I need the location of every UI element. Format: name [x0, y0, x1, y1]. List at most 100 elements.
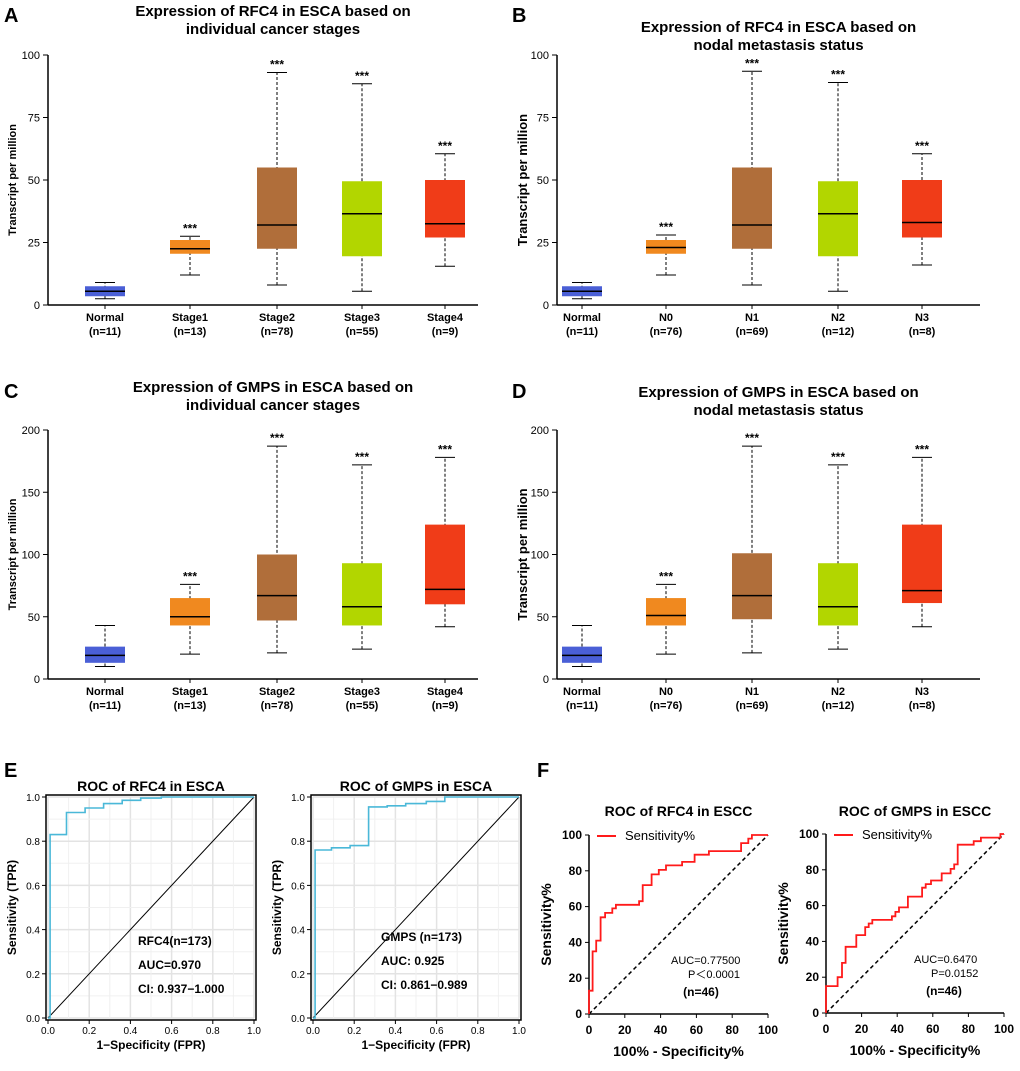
x-tick-label: 100 [994, 1022, 1014, 1036]
y-tick-label: 20 [569, 971, 583, 985]
panel-label: B [512, 5, 526, 27]
box-N2 [818, 181, 858, 257]
chart-title: individual cancer stages [186, 397, 360, 414]
y-axis-label: Transcript per million [515, 114, 530, 246]
plot-frame [45, 794, 257, 1021]
roc-curve [313, 796, 519, 1019]
sample-count: (n=11) [566, 700, 598, 712]
n-annotation: (n=46) [683, 985, 719, 999]
roc-annotation: RFC4(n=173) [138, 934, 212, 948]
x-tick-label: 0.4 [388, 1026, 402, 1037]
x-tick-label: 0.4 [123, 1026, 137, 1037]
y-tick-label: 50 [28, 175, 40, 187]
x-tick-label: N3 [915, 312, 929, 324]
box-N1 [732, 553, 772, 620]
x-tick-label: Stage4 [427, 312, 464, 324]
box-Stage4 [425, 524, 465, 605]
sample-count: (n=55) [346, 326, 379, 338]
x-tick-label: Stage2 [259, 312, 295, 324]
chart-title: ROC of GMPS in ESCA [340, 778, 492, 794]
x-tick-label: 0 [586, 1023, 593, 1037]
x-tick-label: 60 [926, 1022, 940, 1036]
y-axis-label: Transcript per million [515, 488, 530, 620]
sample-count: (n=69) [736, 700, 769, 712]
x-axis-label: 100% - Specificity% [613, 1043, 744, 1059]
y-tick-label: 0 [812, 1006, 819, 1020]
chart-title: ROC of RFC4 in ESCA [77, 778, 225, 794]
sample-count: (n=9) [432, 700, 459, 712]
x-tick-label: 60 [690, 1023, 704, 1037]
x-tick-label: Stage2 [259, 686, 295, 698]
y-tick-label: 0.6 [26, 881, 40, 892]
x-tick-label: Normal [86, 312, 124, 324]
auc-annotation: AUC=0.77500 [671, 955, 740, 967]
box-Stage2 [257, 554, 297, 621]
y-tick-label: 0.8 [291, 837, 305, 848]
reference-diagonal [312, 796, 520, 1019]
sample-count: (n=55) [346, 700, 379, 712]
significance-stars: *** [659, 569, 673, 583]
chart-title: nodal metastasis status [693, 37, 863, 54]
chart-title: Expression of RFC4 in ESCA based on [135, 3, 410, 20]
sample-count: (n=8) [909, 326, 936, 338]
significance-stars: *** [915, 442, 929, 456]
chart-title: Expression of GMPS in ESCA based on [133, 379, 413, 396]
box-Stage4 [425, 180, 465, 238]
panel-label: D [512, 381, 526, 403]
y-tick-label: 0.4 [26, 926, 40, 937]
roc-annotation: GMPS (n=173) [381, 930, 462, 944]
plot-frame [310, 794, 522, 1021]
y-tick-label: 60 [806, 899, 820, 913]
x-axis-label: 100% - Specificity% [850, 1042, 981, 1058]
sample-count: (n=11) [89, 700, 121, 712]
significance-stars: *** [745, 56, 759, 70]
box-N0 [646, 598, 686, 626]
sample-count: (n=13) [174, 326, 207, 338]
x-tick-label: Normal [86, 686, 124, 698]
y-tick-label: 40 [569, 935, 583, 949]
y-tick-label: 200 [531, 425, 549, 437]
y-tick-label: 60 [569, 900, 583, 914]
y-tick-label: 1.0 [291, 793, 305, 804]
significance-stars: *** [831, 450, 845, 464]
x-tick-label: Normal [563, 312, 601, 324]
sample-count: (n=69) [736, 326, 769, 338]
y-tick-label: 0.0 [291, 1014, 305, 1025]
x-tick-label: 0.8 [206, 1026, 220, 1037]
y-tick-label: 50 [537, 612, 549, 624]
x-tick-label: N2 [831, 312, 845, 324]
x-tick-label: 0.8 [471, 1026, 485, 1037]
sample-count: (n=11) [566, 326, 598, 338]
x-tick-label: 0 [823, 1022, 830, 1036]
sample-count: (n=76) [650, 326, 683, 338]
y-tick-label: 0.8 [26, 837, 40, 848]
x-tick-label: 20 [618, 1023, 632, 1037]
significance-stars: *** [659, 220, 673, 234]
significance-stars: *** [183, 569, 197, 583]
chart-title: ROC of GMPS in ESCC [839, 803, 991, 819]
significance-stars: *** [183, 221, 197, 235]
x-tick-label: Stage1 [172, 312, 208, 324]
y-tick-label: 0 [543, 300, 549, 312]
box-Stage1 [170, 598, 210, 626]
y-tick-label: 0 [34, 674, 40, 686]
x-tick-label: Stage3 [344, 686, 380, 698]
y-tick-label: 80 [806, 863, 820, 877]
x-tick-label: Stage4 [427, 686, 464, 698]
roc-curve [588, 834, 768, 1014]
x-tick-label: 0.2 [82, 1026, 96, 1037]
y-tick-label: 100 [799, 827, 819, 841]
chart-title: individual cancer stages [186, 21, 360, 38]
roc-annotation: AUC=0.970 [138, 958, 201, 972]
x-tick-label: 1.0 [247, 1026, 261, 1037]
n-annotation: (n=46) [926, 984, 962, 998]
sample-count: (n=12) [822, 700, 855, 712]
y-tick-label: 50 [28, 612, 40, 624]
x-tick-label: 1.0 [512, 1026, 526, 1037]
y-tick-label: 0.2 [291, 970, 305, 981]
x-tick-label: 40 [891, 1022, 905, 1036]
significance-stars: *** [438, 139, 452, 153]
panel-label: C [4, 381, 18, 403]
auc-annotation: AUC=0.6470 [914, 954, 977, 966]
x-tick-label: N1 [745, 312, 759, 324]
